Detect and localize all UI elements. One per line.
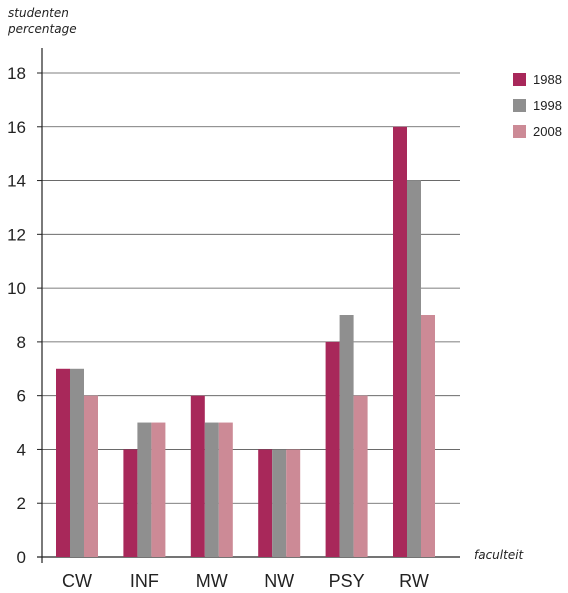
bar-cw-2008 [84, 395, 98, 557]
bar-cw-1998 [70, 368, 84, 557]
bar-rw-2008 [421, 315, 435, 557]
bar-nw-1988 [258, 449, 273, 557]
bar-psy-2008 [353, 395, 368, 557]
legend-swatch [513, 73, 526, 86]
bar-mw-2008 [218, 422, 233, 557]
bar-rw-1998 [407, 180, 421, 558]
y-tick-label: 8 [17, 333, 26, 352]
bar-inf-1988 [123, 449, 138, 557]
y-tick-label: 18 [7, 64, 26, 83]
x-tick-label: MW [196, 571, 228, 591]
bar-cw-1988 [56, 368, 70, 557]
bar-psy-1988 [325, 341, 340, 557]
y-tick-label: 4 [17, 440, 26, 459]
bar-mw-1998 [204, 422, 219, 557]
y-tick-label: 2 [17, 494, 26, 513]
x-tick-label: RW [399, 571, 429, 591]
x-tick-label: PSY [329, 571, 365, 591]
legend-label: 1998 [533, 98, 562, 113]
bar-inf-1998 [137, 422, 152, 557]
bar-rw-1988 [393, 126, 407, 558]
y-axis-label-line2: percentage [8, 22, 77, 36]
bar-psy-1998 [339, 315, 354, 557]
x-axis-label: faculteit [474, 548, 524, 562]
legend-swatch [513, 99, 526, 112]
legend-label: 1988 [533, 72, 562, 87]
y-tick-label: 14 [7, 172, 26, 191]
legend-swatch [513, 125, 526, 138]
legend-label: 2008 [533, 124, 562, 139]
y-axis-label-line1: studenten [8, 6, 69, 20]
y-tick-label: 6 [17, 387, 26, 406]
x-tick-label: CW [62, 571, 92, 591]
bar-mw-1988 [190, 395, 205, 557]
x-tick-label: INF [130, 571, 159, 591]
x-tick-label: NW [264, 571, 294, 591]
y-tick-label: 12 [7, 225, 26, 244]
bar-nw-2008 [286, 449, 301, 557]
y-tick-label: 16 [7, 118, 26, 137]
y-tick-label: 0 [17, 548, 26, 567]
bar-nw-1998 [272, 449, 287, 557]
bar-inf-2008 [151, 422, 166, 557]
y-tick-label: 10 [7, 279, 26, 298]
